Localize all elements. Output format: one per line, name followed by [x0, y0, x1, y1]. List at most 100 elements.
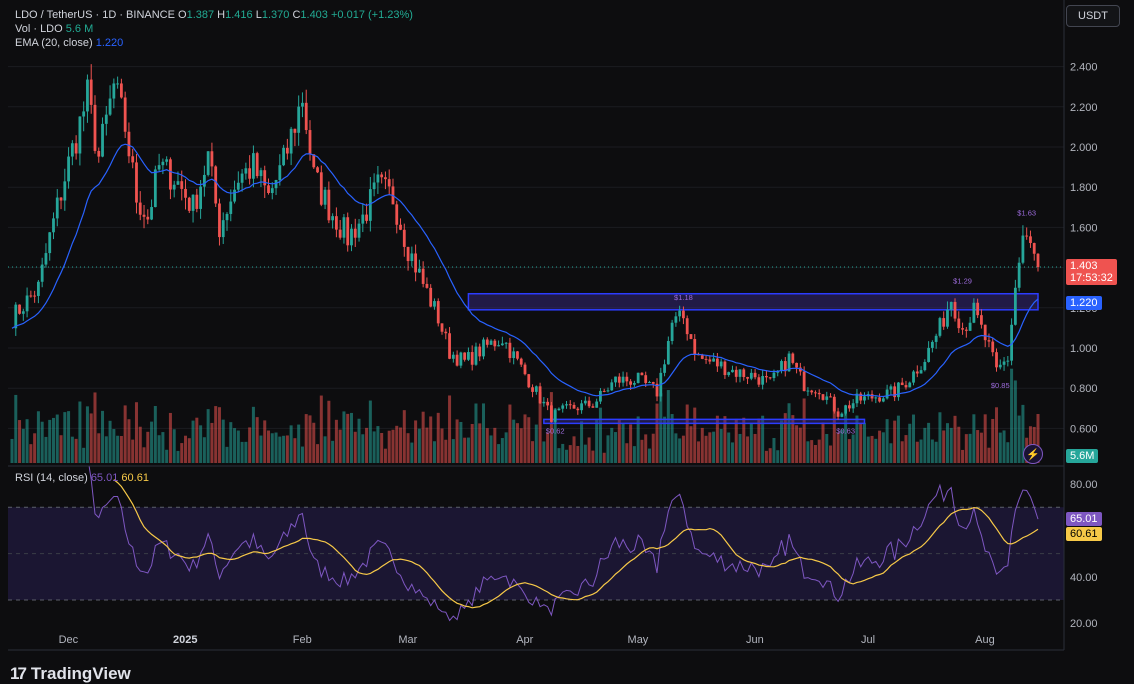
candle-body [527, 374, 531, 388]
tradingview-logo[interactable]: 17 TradingView [10, 664, 131, 684]
candle-body [791, 353, 795, 363]
volume-bar [353, 431, 357, 463]
volume-bar [432, 441, 436, 463]
volume-bar [580, 421, 584, 463]
volume-bar [108, 420, 112, 463]
candle-body [881, 398, 885, 402]
volume-legend[interactable]: Vol · LDO 5.6 M [15, 22, 93, 36]
volume-bar [523, 414, 527, 463]
lightning-icon[interactable]: ⚡ [1023, 444, 1043, 464]
price-annotation: $0.63 [836, 426, 855, 435]
candle-body [282, 147, 285, 166]
rsi-pane[interactable] [8, 466, 1064, 650]
price-annotation: $1.29 [953, 277, 972, 286]
rsi-chart[interactable] [8, 466, 1064, 650]
currency-button[interactable]: USDT [1066, 5, 1120, 27]
candle-body [225, 213, 229, 221]
volume-bar [976, 430, 980, 463]
volume-bar [549, 392, 553, 463]
volume-bar [749, 423, 753, 463]
candle-body [448, 333, 451, 359]
symbol-title[interactable]: LDO / TetherUS · 1D · BINANCE [15, 9, 175, 21]
candle-body [153, 169, 157, 208]
symbol-legend[interactable]: LDO / TetherUS · 1D · BINANCE O1.387 H1.… [15, 8, 413, 22]
candle-body [674, 316, 678, 323]
volume-bar [455, 419, 459, 463]
candle-body [708, 359, 712, 362]
volume-bar [685, 404, 689, 463]
candle-body [267, 185, 270, 193]
candle-body [14, 304, 18, 329]
candle-body [119, 83, 123, 98]
volume-bar [912, 414, 916, 463]
volume-bar [417, 428, 421, 463]
volume-bar [131, 439, 135, 463]
candle-body [304, 102, 308, 131]
candle-body [753, 372, 757, 378]
volume-bar [893, 420, 897, 463]
candle-body [923, 361, 927, 371]
volume-bar [36, 411, 40, 463]
volume-bar [564, 449, 568, 463]
candle-body [632, 383, 636, 385]
candle-body [772, 372, 776, 379]
candle-body [357, 223, 361, 238]
candle-body [821, 394, 825, 400]
volume-bar [334, 419, 338, 463]
volume-bar [938, 412, 942, 463]
volume-bar [361, 434, 365, 463]
price-pane[interactable]: $1.18 $1.29 $1.63 $0.62 $0.63 $0.85 [8, 0, 1064, 466]
candle-body [455, 354, 459, 366]
candle-body [308, 130, 312, 155]
ema-legend[interactable]: EMA (20, close) 1.220 [15, 36, 123, 50]
volume-bar [923, 427, 927, 463]
rsi-tag: 65.01 [1066, 512, 1102, 526]
candle-body [1025, 235, 1029, 237]
volume-bar [659, 393, 663, 463]
candle-body [568, 404, 572, 406]
candle-body [116, 83, 120, 85]
volume-bar [855, 415, 859, 463]
candle-body [1017, 262, 1021, 288]
volume-bar [67, 411, 71, 463]
volume-bar [312, 422, 316, 463]
candle-body [980, 315, 983, 325]
candle-body [765, 376, 768, 378]
candle-body [938, 318, 942, 336]
candle-body [648, 381, 651, 384]
volume-bar [727, 432, 731, 463]
volume-bar [591, 450, 595, 463]
rsi-tick-label: 80.00 [1070, 479, 1098, 491]
volume-bar [55, 414, 59, 463]
candle-body [425, 283, 429, 288]
candle-body [459, 352, 463, 366]
candle-body [270, 188, 274, 193]
rsi-value: 65.01 [90, 472, 119, 484]
volume-bar [410, 442, 414, 463]
candle-body [780, 361, 783, 371]
volume-bar [915, 441, 919, 463]
volume-bar [165, 449, 169, 463]
volume-bar [199, 425, 203, 463]
volume-bar [444, 439, 448, 463]
price-chart[interactable]: $1.18 $1.29 $1.63 $0.62 $0.63 $0.85 [8, 0, 1064, 466]
candle-body [1032, 243, 1036, 254]
volume-bar [534, 424, 538, 463]
candle-body [104, 114, 108, 124]
volume-bar [270, 433, 274, 463]
candle-body [89, 79, 93, 105]
volume-bar [93, 392, 97, 463]
volume-bar [402, 410, 406, 463]
candle-body [836, 411, 840, 417]
volume-value: 5.6 M [65, 23, 94, 35]
volume-bar [229, 422, 233, 463]
candle-body [169, 159, 172, 190]
volume-bar [387, 430, 391, 463]
volume-bar [802, 398, 806, 463]
volume-bar [187, 438, 191, 463]
rsi-legend[interactable]: RSI (14, close) 65.01 60.61 [15, 471, 149, 485]
volume-bar [263, 420, 267, 463]
close-label: C [292, 9, 301, 21]
candle-body [184, 188, 187, 198]
volume-bar [625, 443, 629, 463]
